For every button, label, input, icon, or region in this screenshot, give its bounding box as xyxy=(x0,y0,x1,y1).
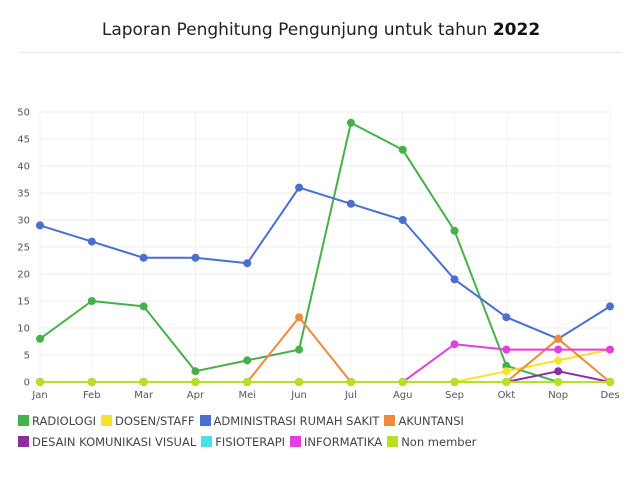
data-point xyxy=(191,367,200,376)
data-point xyxy=(346,378,355,386)
legend-swatch xyxy=(387,436,399,447)
x-tick-label: Nop xyxy=(548,390,568,401)
y-tick-label: 30 xyxy=(17,216,30,227)
legend-label: ADMINISTRASI RUMAH SAKIT xyxy=(213,414,380,428)
x-tick-label: Jul xyxy=(344,390,357,401)
title-divider xyxy=(20,52,622,53)
data-point xyxy=(606,378,614,386)
data-point xyxy=(243,356,252,365)
data-point xyxy=(450,226,459,235)
legend-item[interactable]: ADMINISTRASI RUMAH SAKIT xyxy=(199,411,380,432)
legend-swatch xyxy=(290,436,302,447)
data-point xyxy=(554,345,563,354)
legend-label: RADIOLOGI xyxy=(32,414,97,428)
y-tick-label: 50 xyxy=(17,108,30,119)
series-line xyxy=(40,370,611,383)
data-point xyxy=(554,378,563,386)
legend-item[interactable]: INFORMATIKA xyxy=(290,432,382,453)
legend-label: AKUNTANSI xyxy=(398,414,464,428)
data-point xyxy=(346,118,355,127)
data-point xyxy=(139,378,148,386)
y-tick-label: 35 xyxy=(17,189,30,200)
data-point xyxy=(295,313,304,322)
legend-label: INFORMATIKA xyxy=(304,435,383,449)
chart-title-year: 2022 xyxy=(492,20,541,40)
y-tick-label: 25 xyxy=(17,243,30,254)
data-point xyxy=(36,378,44,386)
data-point xyxy=(450,340,459,349)
data-point xyxy=(398,145,407,154)
data-point xyxy=(502,378,511,386)
legend-swatch xyxy=(201,436,213,447)
data-point xyxy=(243,378,252,386)
x-tick-label: Jun xyxy=(290,390,307,401)
legend-swatch xyxy=(18,415,29,426)
x-tick-label: Agu xyxy=(393,390,413,401)
data-point xyxy=(346,199,355,208)
y-tick-label: 10 xyxy=(17,324,30,335)
data-point xyxy=(450,275,459,284)
data-point xyxy=(606,302,614,311)
legend-item[interactable]: FISIOTERAPI xyxy=(201,432,285,453)
chart-title: Laporan Penghitung Pengunjung untuk tahu… xyxy=(0,20,642,40)
data-point xyxy=(554,356,563,365)
y-tick-label: 15 xyxy=(17,297,30,308)
legend-label: Non member xyxy=(401,435,477,449)
chart-title-text: Laporan Penghitung Pengunjung untuk tahu… xyxy=(101,20,488,40)
data-point xyxy=(36,221,44,230)
data-point xyxy=(191,253,200,262)
data-point xyxy=(502,313,511,322)
legend-label: DOSEN/STAFF xyxy=(115,414,195,428)
y-tick-label: 20 xyxy=(17,270,30,281)
data-point xyxy=(554,334,563,343)
legend-swatch xyxy=(101,415,113,426)
data-point xyxy=(191,378,200,386)
data-point xyxy=(502,345,511,354)
data-point xyxy=(398,216,407,224)
legend-swatch xyxy=(18,436,29,447)
legend-label: DESAIN KOMUNIKASI VISUAL xyxy=(32,435,197,449)
legend-item[interactable]: RADIOLOGI xyxy=(18,411,96,432)
x-tick-label: Mar xyxy=(134,390,154,401)
data-point xyxy=(243,259,252,268)
legend-swatch xyxy=(384,415,396,426)
data-point xyxy=(36,334,44,343)
data-point xyxy=(398,378,407,386)
legend-swatch xyxy=(199,415,211,426)
legend-item[interactable]: Non member xyxy=(387,432,476,453)
data-point xyxy=(502,367,511,376)
line-chart: 0 5 10 15 20 25 30 35 40 45 50 Jan Feb Mar Apr Mei Jun Ju… xyxy=(17,108,619,402)
y-tick-label: 40 xyxy=(17,162,30,173)
chart-legend: RADIOLOGI DOSEN/STAFF ADMINISTRASI RUMAH S… xyxy=(18,411,618,453)
y-tick-label: 0 xyxy=(24,378,30,389)
data-point xyxy=(87,237,96,246)
data-point xyxy=(139,253,148,262)
legend-item[interactable]: AKUNTANSI xyxy=(384,411,464,432)
data-point xyxy=(295,345,304,354)
y-tick-label: 5 xyxy=(24,351,30,362)
y-tick-label: 45 xyxy=(17,135,30,146)
x-tick-label: Des xyxy=(600,390,619,401)
data-point xyxy=(295,183,304,192)
x-tick-label: Sep xyxy=(445,390,464,401)
x-tick-label: Mei xyxy=(238,390,256,401)
x-tick-label: Feb xyxy=(83,390,101,401)
x-tick-label: Jan xyxy=(31,390,47,401)
series-line xyxy=(39,186,611,340)
x-tick-label: Okt xyxy=(498,390,516,401)
legend-label: FISIOTERAPI xyxy=(215,435,286,449)
data-point xyxy=(450,378,459,386)
data-point xyxy=(554,367,563,376)
legend-item[interactable]: DESAIN KOMUNIKASI VISUAL xyxy=(18,432,196,453)
data-point xyxy=(139,302,148,311)
data-point xyxy=(606,345,614,354)
data-point xyxy=(87,378,96,386)
data-point xyxy=(295,378,304,386)
legend-item[interactable]: DOSEN/STAFF xyxy=(101,411,195,432)
data-point xyxy=(87,297,96,305)
x-tick-label: Apr xyxy=(187,390,205,401)
